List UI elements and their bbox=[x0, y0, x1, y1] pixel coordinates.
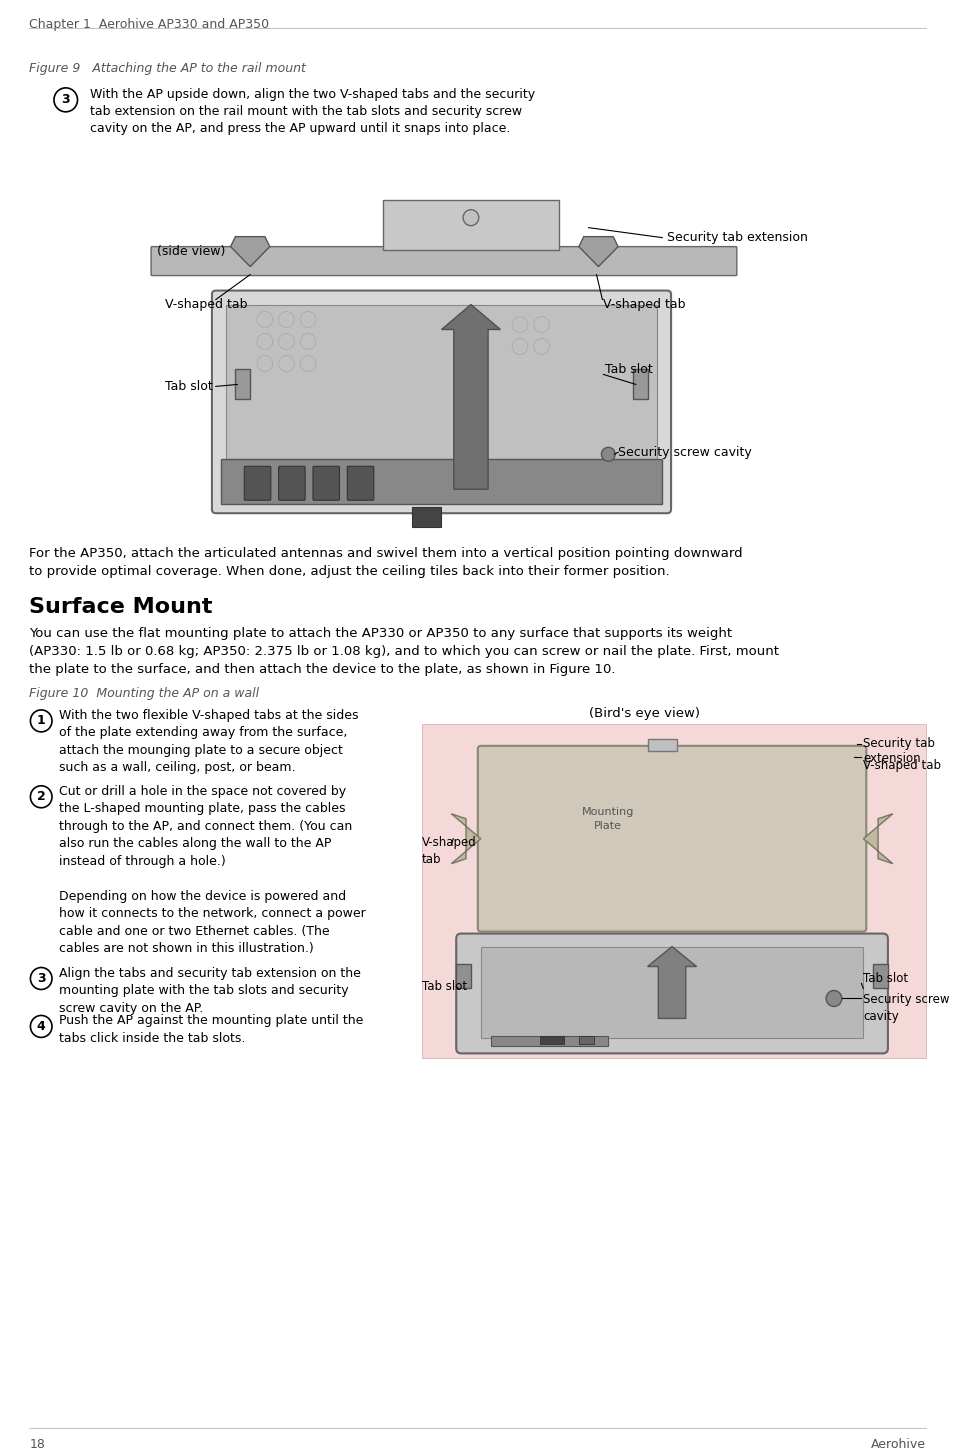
Text: 1: 1 bbox=[37, 714, 46, 727]
Bar bbox=[456, 964, 471, 989]
Text: Mounting
Plate: Mounting Plate bbox=[582, 807, 634, 830]
Text: Tab slot: Tab slot bbox=[863, 973, 909, 984]
Text: Tab slot: Tab slot bbox=[165, 379, 212, 393]
Bar bbox=[648, 739, 677, 750]
Text: (Bird's eye view): (Bird's eye view) bbox=[588, 707, 699, 720]
Text: With the two flexible V-shaped tabs at the sides
of the plate extending away fro: With the two flexible V-shaped tabs at t… bbox=[58, 710, 358, 775]
Text: Push the AP against the mounting plate until the
tabs click inside the tab slots: Push the AP against the mounting plate u… bbox=[58, 1015, 363, 1045]
FancyBboxPatch shape bbox=[244, 467, 271, 500]
Text: Figure 10  Mounting the AP on a wall: Figure 10 Mounting the AP on a wall bbox=[29, 686, 259, 699]
Text: Security screw cavity: Security screw cavity bbox=[618, 446, 752, 459]
Text: Chapter 1  Aerohive AP330 and AP350: Chapter 1 Aerohive AP330 and AP350 bbox=[29, 17, 270, 31]
Text: Cut or drill a hole in the space not covered by
the L-shaped mounting plate, pas: Cut or drill a hole in the space not cov… bbox=[58, 785, 365, 955]
Bar bbox=[481, 947, 863, 1038]
Text: Align the tabs and security tab extension on the
mounting plate with the tab slo: Align the tabs and security tab extensio… bbox=[58, 967, 360, 1015]
Bar bbox=[491, 1037, 609, 1047]
Text: Tab slot: Tab slot bbox=[606, 364, 654, 377]
Polygon shape bbox=[231, 237, 270, 266]
Text: V-shaped tab: V-shaped tab bbox=[165, 298, 247, 311]
Bar bbox=[236, 369, 250, 400]
Bar bbox=[873, 964, 888, 989]
Polygon shape bbox=[451, 814, 481, 864]
Bar bbox=[633, 369, 648, 400]
Text: Security tab
extension: Security tab extension bbox=[863, 737, 935, 765]
Polygon shape bbox=[579, 237, 618, 266]
Bar bbox=[540, 1037, 564, 1044]
Text: Security screw
cavity: Security screw cavity bbox=[863, 993, 950, 1024]
Polygon shape bbox=[863, 814, 893, 864]
Bar bbox=[412, 507, 441, 528]
Text: Security tab extension: Security tab extension bbox=[667, 231, 808, 244]
FancyBboxPatch shape bbox=[456, 933, 888, 1053]
FancyBboxPatch shape bbox=[478, 746, 866, 932]
FancyBboxPatch shape bbox=[348, 467, 374, 500]
Circle shape bbox=[601, 448, 616, 461]
Text: Tab slot: Tab slot bbox=[422, 980, 467, 993]
Text: With the AP upside down, align the two V-shaped tabs and the security
tab extens: With the AP upside down, align the two V… bbox=[91, 87, 536, 135]
Text: 18: 18 bbox=[29, 1438, 46, 1451]
FancyBboxPatch shape bbox=[212, 291, 671, 513]
Bar bbox=[221, 459, 662, 505]
FancyBboxPatch shape bbox=[151, 247, 736, 276]
Text: Surface Mount: Surface Mount bbox=[29, 598, 213, 616]
Circle shape bbox=[826, 990, 842, 1006]
Bar bbox=[579, 1037, 593, 1044]
Text: Figure 9   Attaching the AP to the rail mount: Figure 9 Attaching the AP to the rail mo… bbox=[29, 63, 306, 76]
Text: V-shaped
tab: V-shaped tab bbox=[422, 836, 476, 865]
Bar bbox=[422, 724, 926, 1059]
Text: V-shaped tab: V-shaped tab bbox=[603, 298, 686, 311]
Text: 3: 3 bbox=[37, 973, 46, 984]
Circle shape bbox=[463, 209, 479, 225]
Bar bbox=[383, 199, 559, 250]
FancyArrow shape bbox=[648, 947, 696, 1018]
Text: Aerohive: Aerohive bbox=[871, 1438, 926, 1451]
Text: 3: 3 bbox=[61, 93, 70, 106]
Text: For the AP350, attach the articulated antennas and swivel them into a vertical p: For the AP350, attach the articulated an… bbox=[29, 547, 743, 579]
FancyBboxPatch shape bbox=[313, 467, 340, 500]
FancyBboxPatch shape bbox=[279, 467, 305, 500]
Text: 2: 2 bbox=[37, 791, 46, 803]
Text: 4: 4 bbox=[37, 1019, 46, 1032]
Bar bbox=[226, 304, 657, 459]
Text: V-shaped tab: V-shaped tab bbox=[863, 759, 942, 772]
Text: (side view): (side view) bbox=[157, 246, 225, 259]
Text: You can use the flat mounting plate to attach the AP330 or AP350 to any surface : You can use the flat mounting plate to a… bbox=[29, 627, 779, 676]
FancyArrow shape bbox=[441, 304, 501, 489]
